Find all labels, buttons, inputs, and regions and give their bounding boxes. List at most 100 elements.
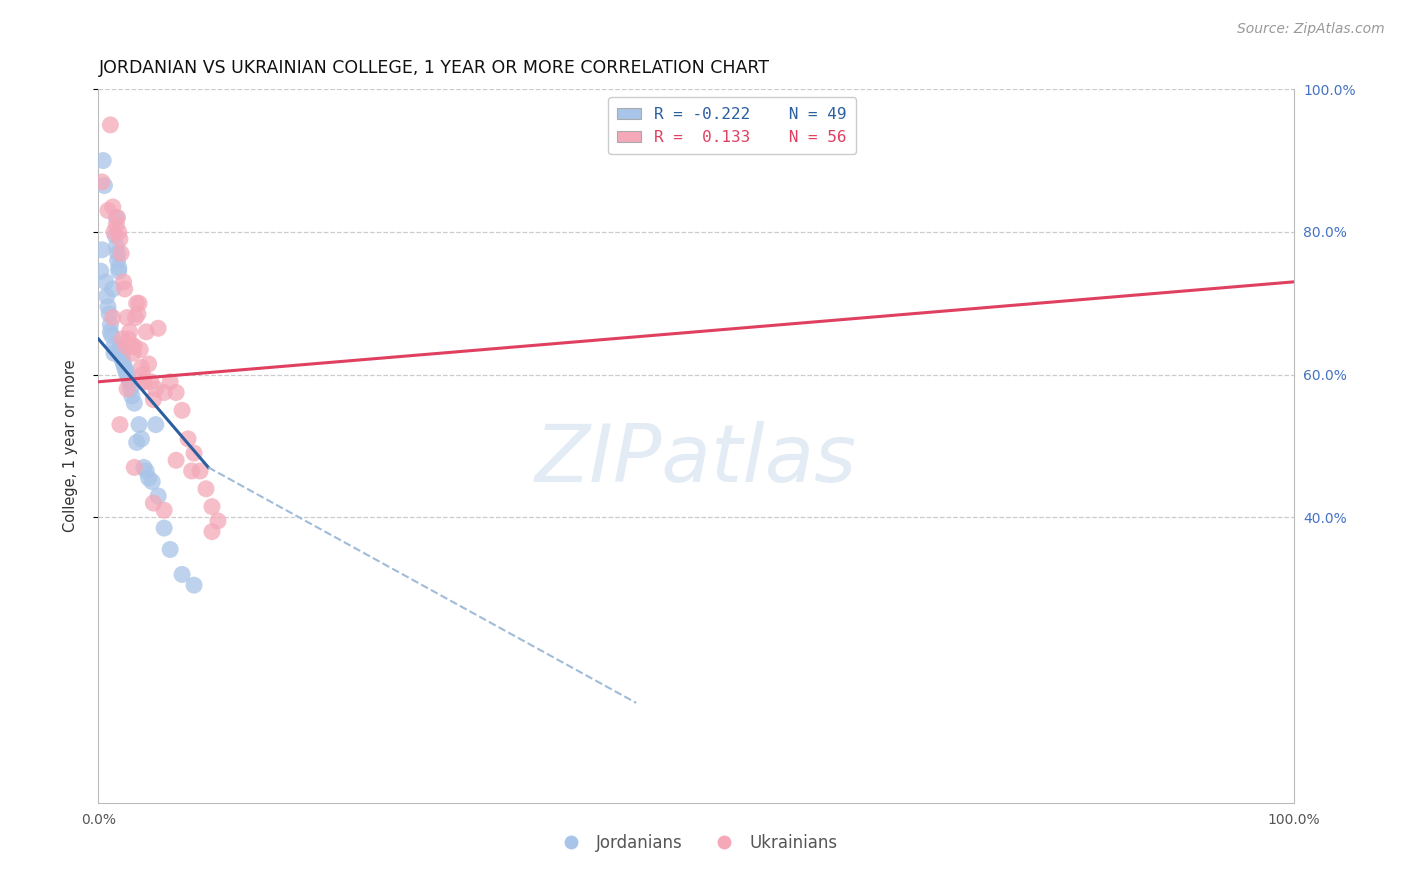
Point xyxy=(112,275,135,289)
Point xyxy=(110,246,132,260)
Point xyxy=(108,232,131,246)
Point xyxy=(103,225,125,239)
Point xyxy=(108,417,131,432)
Point xyxy=(121,389,143,403)
Point xyxy=(127,307,149,321)
Point xyxy=(96,289,118,303)
Point xyxy=(128,296,150,310)
Point xyxy=(132,375,155,389)
Point xyxy=(107,260,129,275)
Point xyxy=(145,382,167,396)
Point xyxy=(138,471,160,485)
Point xyxy=(111,353,134,368)
Point xyxy=(172,567,194,582)
Point xyxy=(124,310,146,325)
Point xyxy=(104,228,127,243)
Point xyxy=(201,500,224,514)
Point xyxy=(115,364,138,378)
Point xyxy=(142,392,165,407)
Point xyxy=(125,435,148,450)
Point xyxy=(124,460,146,475)
Point xyxy=(124,339,146,353)
Point xyxy=(120,339,142,353)
Point xyxy=(93,178,115,193)
Point xyxy=(139,375,162,389)
Point xyxy=(183,578,205,592)
Point xyxy=(110,346,132,360)
Point xyxy=(97,300,120,314)
Point xyxy=(131,432,153,446)
Point xyxy=(108,339,131,353)
Point xyxy=(159,542,181,557)
Point xyxy=(180,464,202,478)
Point xyxy=(94,275,117,289)
Point xyxy=(101,200,124,214)
Point xyxy=(131,368,153,382)
Point xyxy=(177,432,200,446)
Point xyxy=(115,339,138,353)
Point xyxy=(135,464,157,478)
Point xyxy=(138,357,160,371)
Point xyxy=(103,346,125,360)
Point xyxy=(107,225,129,239)
Point xyxy=(98,307,121,321)
Point xyxy=(142,496,165,510)
Point xyxy=(107,211,129,225)
Point xyxy=(105,211,128,225)
Point xyxy=(129,343,152,357)
Point xyxy=(201,524,224,539)
Point xyxy=(105,239,128,253)
Point xyxy=(132,460,155,475)
Point xyxy=(153,503,176,517)
Point xyxy=(118,375,141,389)
Point xyxy=(91,175,114,189)
Point xyxy=(195,482,218,496)
Point xyxy=(91,153,114,168)
Point xyxy=(117,371,139,385)
Point xyxy=(148,489,170,503)
Point xyxy=(107,253,129,268)
Point xyxy=(101,310,124,325)
Point xyxy=(101,282,124,296)
Point xyxy=(121,339,143,353)
Point xyxy=(122,346,145,360)
Point xyxy=(114,282,136,296)
Point xyxy=(98,318,122,332)
Text: JORDANIAN VS UKRAINIAN COLLEGE, 1 YEAR OR MORE CORRELATION CHART: JORDANIAN VS UKRAINIAN COLLEGE, 1 YEAR O… xyxy=(98,59,769,77)
Point xyxy=(98,325,122,339)
Point xyxy=(111,350,134,364)
Point xyxy=(107,264,129,278)
Point xyxy=(115,310,138,325)
Point xyxy=(118,325,141,339)
Point xyxy=(98,118,122,132)
Point xyxy=(124,396,146,410)
Point xyxy=(188,464,211,478)
Point xyxy=(153,521,176,535)
Point xyxy=(135,325,157,339)
Point xyxy=(131,360,153,375)
Point xyxy=(100,328,122,343)
Legend: Jordanians, Ukrainians: Jordanians, Ukrainians xyxy=(548,828,844,859)
Point xyxy=(165,385,187,400)
Point xyxy=(183,446,205,460)
Point xyxy=(97,203,120,218)
Point xyxy=(120,382,142,396)
Point xyxy=(141,475,163,489)
Point xyxy=(165,453,187,467)
Point xyxy=(115,368,138,382)
Point xyxy=(115,382,138,396)
Text: Source: ZipAtlas.com: Source: ZipAtlas.com xyxy=(1237,22,1385,37)
Point xyxy=(103,339,125,353)
Point xyxy=(114,360,136,375)
Y-axis label: College, 1 year or more: College, 1 year or more xyxy=(63,359,77,533)
Point xyxy=(128,417,150,432)
Point xyxy=(148,321,170,335)
Point xyxy=(207,514,229,528)
Point xyxy=(112,357,135,371)
Point xyxy=(125,296,148,310)
Point xyxy=(111,332,134,346)
Point xyxy=(145,417,167,432)
Point xyxy=(90,264,112,278)
Point xyxy=(172,403,194,417)
Point xyxy=(105,218,128,232)
